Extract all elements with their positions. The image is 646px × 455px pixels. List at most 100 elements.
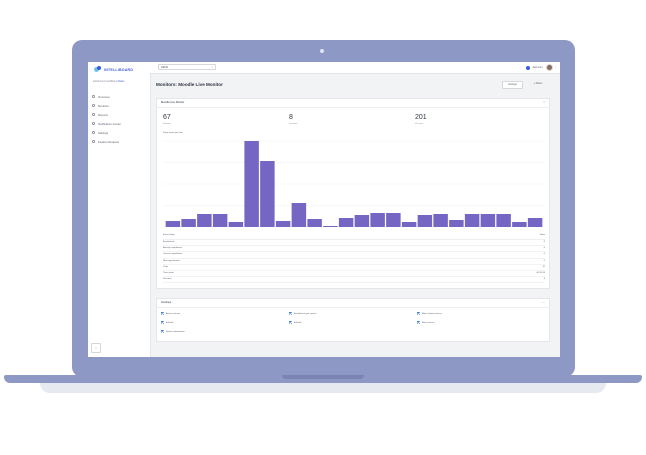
minimize-icon[interactable]: — [542,300,545,304]
checkbox-checked-icon[interactable] [417,312,420,315]
overlay-checkbox-system-information[interactable]: System information [161,330,185,333]
sidebar-item-feature-request[interactable]: Feature Request [92,137,121,146]
overlay-label: Most visited courses [422,312,442,315]
checkbox-checked-icon[interactable] [161,330,164,333]
event-name: Activity completions [163,247,183,250]
event-value: 8 [543,278,545,281]
chart-bar[interactable] [449,220,464,227]
avatar[interactable] [545,64,553,71]
sidebar-item-label: Notification Center [98,121,122,126]
chart-bar[interactable] [480,214,496,227]
overlay-label: Enrollments per course [294,312,317,315]
breadcrumb-current: Notes [118,80,125,83]
chart-bar[interactable] [165,221,181,227]
user-name: Jack Lion [532,66,543,69]
lightbulb-icon [92,140,95,143]
chevron-down-icon: ˅ [554,66,556,69]
chart-bar[interactable] [291,203,307,227]
logo-icon [94,66,102,73]
sidebar-item-label: Monitors [98,103,109,108]
topbar: DEMO ˅ Jack Lion ˅ [150,62,560,74]
bell-icon [92,122,95,125]
chart-bar[interactable] [244,141,259,227]
card-title: Overlays [161,301,172,304]
chart-bar[interactable] [275,221,291,227]
checkbox-checked-icon[interactable] [161,312,164,315]
chart-bar[interactable] [417,215,433,227]
chart-bar[interactable] [323,226,338,227]
sidebar-item-monitors[interactable]: Monitors [92,101,121,110]
overlay-label: deleted [166,321,174,324]
sidebar-item-label: Overview [98,94,110,99]
stat-label: learners [163,123,171,125]
breadcrumb-home[interactable]: Dashboard [93,80,105,83]
card-header: Overlays — [157,299,549,308]
sidebar-item-settings[interactable]: Settings [92,128,121,137]
table-row: Sessions 8 [163,277,545,284]
card-title: Moodle Live Monitor [161,101,185,104]
chart-bar[interactable] [197,214,212,227]
logo[interactable]: INTELLIBOARD [94,66,133,73]
chart-bar[interactable] [386,213,401,227]
laptop-shadow [40,383,606,393]
overlays-card: Overlays — Active courses Enrollments pe… [156,298,550,342]
laptop-base [4,375,642,383]
event-value: 00:13:14 [536,271,545,274]
stat-value: 201 [415,114,427,121]
overlay-label: System information [166,330,185,333]
breadcrumb: Dashboard IntelliBoard Notes [93,80,124,83]
chart-bar[interactable] [260,161,275,227]
overlay-checkbox-deleted[interactable]: deleted [289,321,301,324]
chart-bar[interactable] [401,222,417,227]
chart-bar[interactable] [338,218,354,227]
breadcrumb-mid[interactable]: IntelliBoard [105,80,118,83]
settings-button[interactable]: Settings [502,81,523,89]
sidebar-item-overview[interactable]: Overview [92,92,121,101]
chart-bar[interactable] [307,219,322,227]
chart-bar[interactable] [496,214,511,227]
sidebar-item-reports[interactable]: Reports [92,110,121,119]
events-table-header: Event today Value [163,234,545,240]
overlay-checkbox-deleted[interactable]: deleted [161,321,173,324]
chevron-down-icon: ˅ [211,66,213,69]
chart-bar[interactable] [527,218,543,227]
page-title: Monitors: Moodle Live Monitor [156,82,223,87]
chart-bar[interactable] [181,219,196,227]
close-icon[interactable]: × [543,100,545,104]
chart-bar[interactable] [354,215,370,227]
event-name: Sessions [163,278,172,281]
stat-all-users: 201 all users [415,114,427,125]
chart-bar[interactable] [433,214,448,227]
checkbox-checked-icon[interactable] [289,321,292,324]
overlay-checkbox-new-courses[interactable]: New courses [417,321,435,324]
event-name: Course completions [163,253,183,256]
table-row: Visits 37 [163,265,545,271]
overlay-checkbox-most-visited-courses[interactable]: Most visited courses [417,312,442,315]
table-row: Course completions 0 [163,252,545,259]
sidebar-item-label: Settings [98,130,109,135]
chart-bar[interactable] [228,222,244,227]
sidebar-nav: Overview Monitors Reports Notification C… [92,92,121,146]
chart-bar[interactable] [512,222,527,227]
page-views-chart [163,137,545,227]
table-row: Time spent 00:13:14 [163,271,545,278]
chart-bar[interactable] [370,213,385,227]
collapse-sidebar-button[interactable]: ‹ [91,343,101,353]
chart-bar[interactable] [212,214,228,227]
sidebar-item-notification-center[interactable]: Notification Center [92,119,121,128]
filters-button[interactable]: ≡ Filters [533,82,543,85]
search-select[interactable]: DEMO ˅ [158,64,216,70]
checkbox-checked-icon[interactable] [417,321,420,324]
table-row: Activity completions 0 [163,246,545,253]
report-icon [92,113,95,116]
checkbox-checked-icon[interactable] [289,312,292,315]
chart-bar[interactable] [464,214,480,227]
logo-text: INTELLIBOARD [104,67,134,72]
checkbox-checked-icon[interactable] [161,321,164,324]
overlay-checkbox-enrollments-per-course[interactable]: Enrollments per course [289,312,317,315]
event-name: Enrollments [163,241,175,243]
overlay-checkbox-active-courses[interactable]: Active courses [161,312,180,315]
overlay-label: deleted [294,321,302,324]
user-menu[interactable]: Jack Lion ˅ [526,64,556,71]
event-value: 0 [543,241,545,243]
